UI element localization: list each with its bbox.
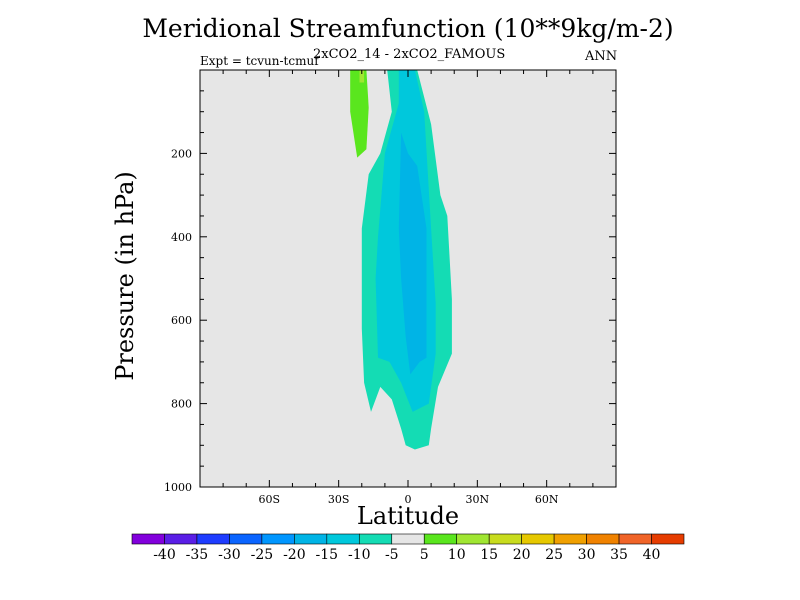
colorbar-box <box>521 533 555 545</box>
colorbar-box <box>391 533 425 545</box>
chart-title: Meridional Streamfunction (10**9kg/m-2) <box>142 14 674 43</box>
colorbar-label: 40 <box>643 547 661 563</box>
colorbar-label: -25 <box>251 547 274 563</box>
y-tick-label: 200 <box>171 147 192 160</box>
x-tick-label: 60S <box>259 493 281 506</box>
contour-region-5-to-10 <box>350 70 369 158</box>
colorbar-label: 20 <box>513 547 531 563</box>
colorbar-label: -40 <box>153 547 176 563</box>
colorbar-label: -35 <box>186 547 209 563</box>
experiment-label: Expt = tcvun-tcmuf <box>200 54 319 68</box>
colorbar-box <box>294 533 328 545</box>
colorbar-box <box>229 533 263 545</box>
colorbar-label: -5 <box>385 547 399 563</box>
colorbar-label: -30 <box>218 547 241 563</box>
y-tick-label: 400 <box>171 231 192 244</box>
y-tick-label: 1000 <box>164 481 192 494</box>
colorbar-box <box>456 533 490 545</box>
x-tick-label: 60N <box>535 493 559 506</box>
x-axis-label: Latitude <box>356 502 460 530</box>
colorbar-label: 30 <box>578 547 596 563</box>
colorbar-box <box>488 533 522 545</box>
colorbar: -40 -35 -30 -25 -20 -15 -10 -5 5 10 15 20 25 30 35 40 <box>131 533 685 563</box>
colorbar-box <box>261 533 295 545</box>
contour-regions <box>350 70 452 450</box>
colorbar-box <box>326 533 360 545</box>
colorbar-box <box>586 533 620 545</box>
x-tick-label: 30S <box>328 493 350 506</box>
colorbar-box <box>131 533 165 545</box>
colorbar-label: 15 <box>480 547 498 563</box>
axis-ticks: 60S 30S 0 30N 60N 200 400 600 800 1000 <box>164 70 616 506</box>
contour-region-20-to-15 <box>398 132 427 375</box>
chart-subtitle: 2xCO2_14 - 2xCO2_FAMOUS <box>313 47 506 62</box>
colorbar-box <box>618 533 652 545</box>
colorbar-label: -10 <box>348 547 371 563</box>
contour-region-10-to-15 <box>359 70 365 83</box>
colorbar-box <box>358 533 393 545</box>
colorbar-label: 35 <box>610 547 628 563</box>
colorbar-box <box>164 533 198 545</box>
y-tick-label: 600 <box>171 314 192 327</box>
x-tick-label: 0 <box>405 493 412 506</box>
x-tick-label: 30N <box>466 493 490 506</box>
colorbar-label: 25 <box>545 547 563 563</box>
colorbar-box <box>423 533 458 545</box>
season-label: ANN <box>585 49 618 64</box>
colorbar-label: 10 <box>448 547 466 563</box>
colorbar-label: -15 <box>316 547 339 563</box>
colorbar-label: -20 <box>283 547 306 563</box>
colorbar-label: 5 <box>420 547 429 563</box>
colorbar-box <box>651 533 685 545</box>
y-tick-label: 800 <box>171 398 192 411</box>
colorbar-box <box>553 533 587 545</box>
colorbar-box <box>196 533 230 545</box>
